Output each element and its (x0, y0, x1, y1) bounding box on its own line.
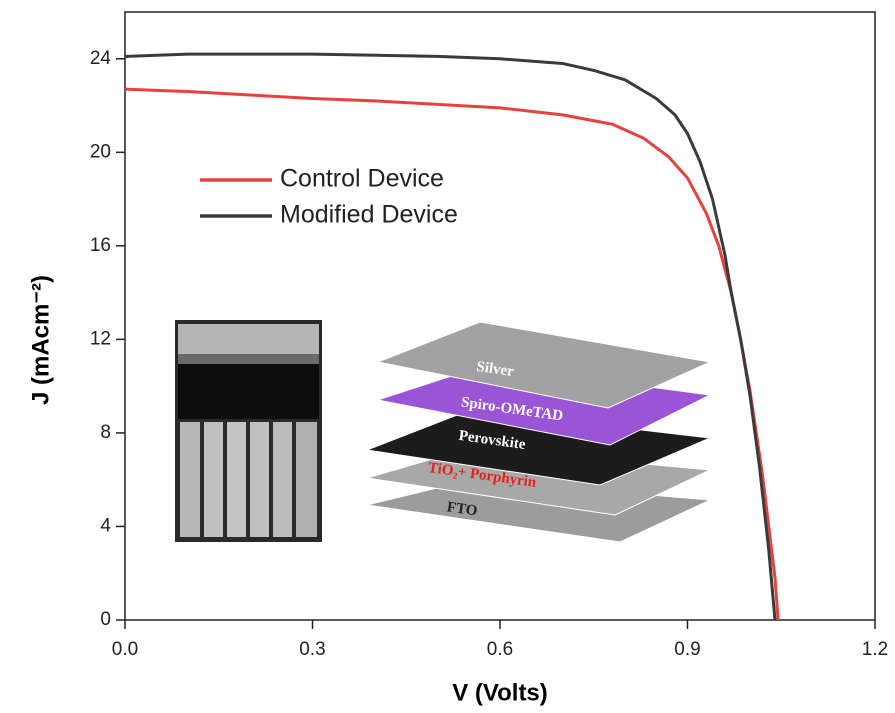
x-tick-label: 1.2 (862, 639, 888, 660)
layer-stack: Silver Spiro-OMeTAD Perovskite TiO₂+ Por… (365, 321, 712, 543)
y-tick-label: 8 (100, 422, 111, 443)
legend-label: Modified Device (280, 201, 458, 229)
x-tick-label: 0.6 (487, 639, 513, 660)
layer-label: Silver (475, 359, 515, 380)
y-tick-label: 20 (90, 141, 111, 162)
x-tick-label: 0.9 (674, 639, 700, 660)
x-axis-label: V (Volts) (452, 679, 548, 706)
y-axis-label: J (mAcm⁻²) (27, 275, 54, 405)
x-tick-label: 0.3 (299, 639, 325, 660)
series-line (124, 87, 780, 621)
y-tick-label: 12 (90, 328, 111, 349)
layer-label: FTO (446, 499, 479, 519)
y-tick-label: 16 (90, 235, 111, 256)
y-tick-label: 24 (90, 48, 112, 69)
y-tick-label: 4 (100, 515, 111, 536)
device-photo (175, 320, 322, 542)
y-tick-label: 0 (100, 609, 111, 630)
legend-label: Control Device (280, 165, 444, 193)
series-line (124, 52, 777, 621)
x-tick-label: 0.0 (112, 639, 138, 660)
